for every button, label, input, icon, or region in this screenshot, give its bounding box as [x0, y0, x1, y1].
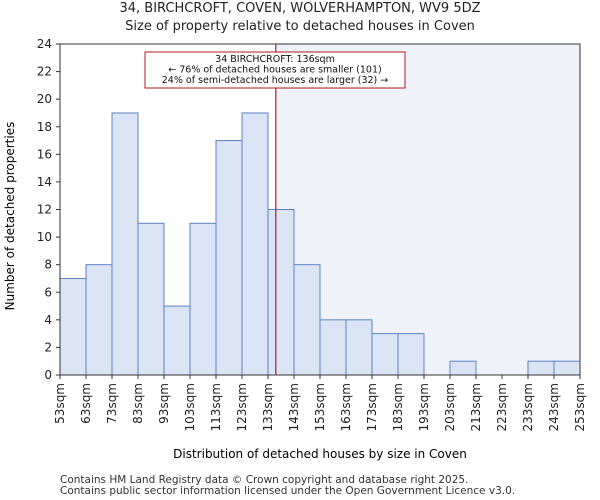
y-tick-label: 20 — [37, 92, 52, 106]
y-tick-label: 16 — [37, 147, 52, 161]
chart-title: 34, BIRCHCROFT, COVEN, WOLVERHAMPTON, WV… — [119, 1, 481, 16]
x-tick-label: 253sqm — [573, 383, 587, 431]
x-tick-label: 53sqm — [53, 383, 67, 424]
annotation-line: ← 76% of detached houses are smaller (10… — [168, 65, 381, 76]
footer-copyright: Contains HM Land Registry data © Crown c… — [60, 474, 469, 486]
x-tick-label: 233sqm — [521, 383, 535, 431]
histogram-bar[interactable] — [189, 222, 217, 376]
x-tick-label: 223sqm — [495, 383, 509, 431]
y-tick-label: 4 — [44, 313, 52, 327]
x-tick-label: 243sqm — [547, 383, 561, 431]
annotation-line: 24% of semi-detached houses are larger (… — [162, 75, 389, 86]
y-tick-label: 22 — [37, 65, 52, 79]
chart-subtitle: Size of property relative to detached ho… — [125, 19, 475, 34]
histogram-bar[interactable] — [553, 360, 581, 376]
y-tick-label: 10 — [37, 230, 52, 244]
histogram-bar[interactable] — [345, 319, 373, 376]
x-tick-label: 173sqm — [365, 383, 379, 431]
x-tick-label: 203sqm — [443, 383, 457, 431]
histogram-bar[interactable] — [163, 305, 191, 376]
histogram-bar[interactable] — [241, 112, 269, 376]
y-tick-label: 14 — [37, 175, 52, 189]
histogram-bar[interactable] — [371, 333, 399, 376]
x-tick-label: 73sqm — [105, 383, 119, 424]
x-tick-label: 113sqm — [209, 383, 223, 431]
x-tick-label: 143sqm — [287, 383, 301, 431]
footer-licence: Contains public sector information licen… — [60, 485, 516, 497]
histogram-bar[interactable] — [397, 333, 425, 376]
annotation-box — [144, 51, 406, 89]
x-tick-label: 183sqm — [391, 383, 405, 431]
y-tick-label: 0 — [44, 368, 52, 382]
x-tick-label: 123sqm — [235, 383, 249, 431]
x-tick-label: 93sqm — [157, 383, 171, 424]
y-tick-label: 12 — [37, 203, 52, 217]
x-tick-label: 83sqm — [131, 383, 145, 424]
y-tick-label: 24 — [37, 37, 52, 51]
histogram-bar[interactable] — [59, 277, 87, 376]
x-tick-label: 153sqm — [313, 383, 327, 431]
y-tick-label: 8 — [44, 258, 52, 272]
x-axis-label: Distribution of detached houses by size … — [173, 447, 467, 461]
y-axis-label: Number of detached properties — [3, 122, 17, 311]
y-tick-label: 18 — [37, 120, 52, 134]
histogram-bar[interactable] — [319, 319, 347, 376]
histogram-bar[interactable] — [137, 222, 165, 376]
annotation-line: 34 BIRCHCROFT: 136sqm — [215, 54, 335, 65]
x-tick-label: 163sqm — [339, 383, 353, 431]
x-tick-label: 193sqm — [417, 383, 431, 431]
histogram-bar[interactable] — [449, 360, 477, 376]
histogram-bar[interactable] — [85, 264, 113, 376]
histogram-bar[interactable] — [527, 360, 555, 376]
y-tick-label: 2 — [44, 340, 52, 354]
histogram-bar[interactable] — [111, 112, 139, 376]
x-tick-label: 103sqm — [183, 383, 197, 431]
x-tick-label: 133sqm — [261, 383, 275, 431]
histogram-bar[interactable] — [215, 140, 243, 376]
x-tick-label: 213sqm — [469, 383, 483, 431]
y-tick-label: 6 — [44, 285, 52, 299]
histogram-bar[interactable] — [293, 264, 321, 376]
x-tick-label: 63sqm — [79, 383, 93, 424]
histogram-bar[interactable] — [267, 209, 295, 376]
